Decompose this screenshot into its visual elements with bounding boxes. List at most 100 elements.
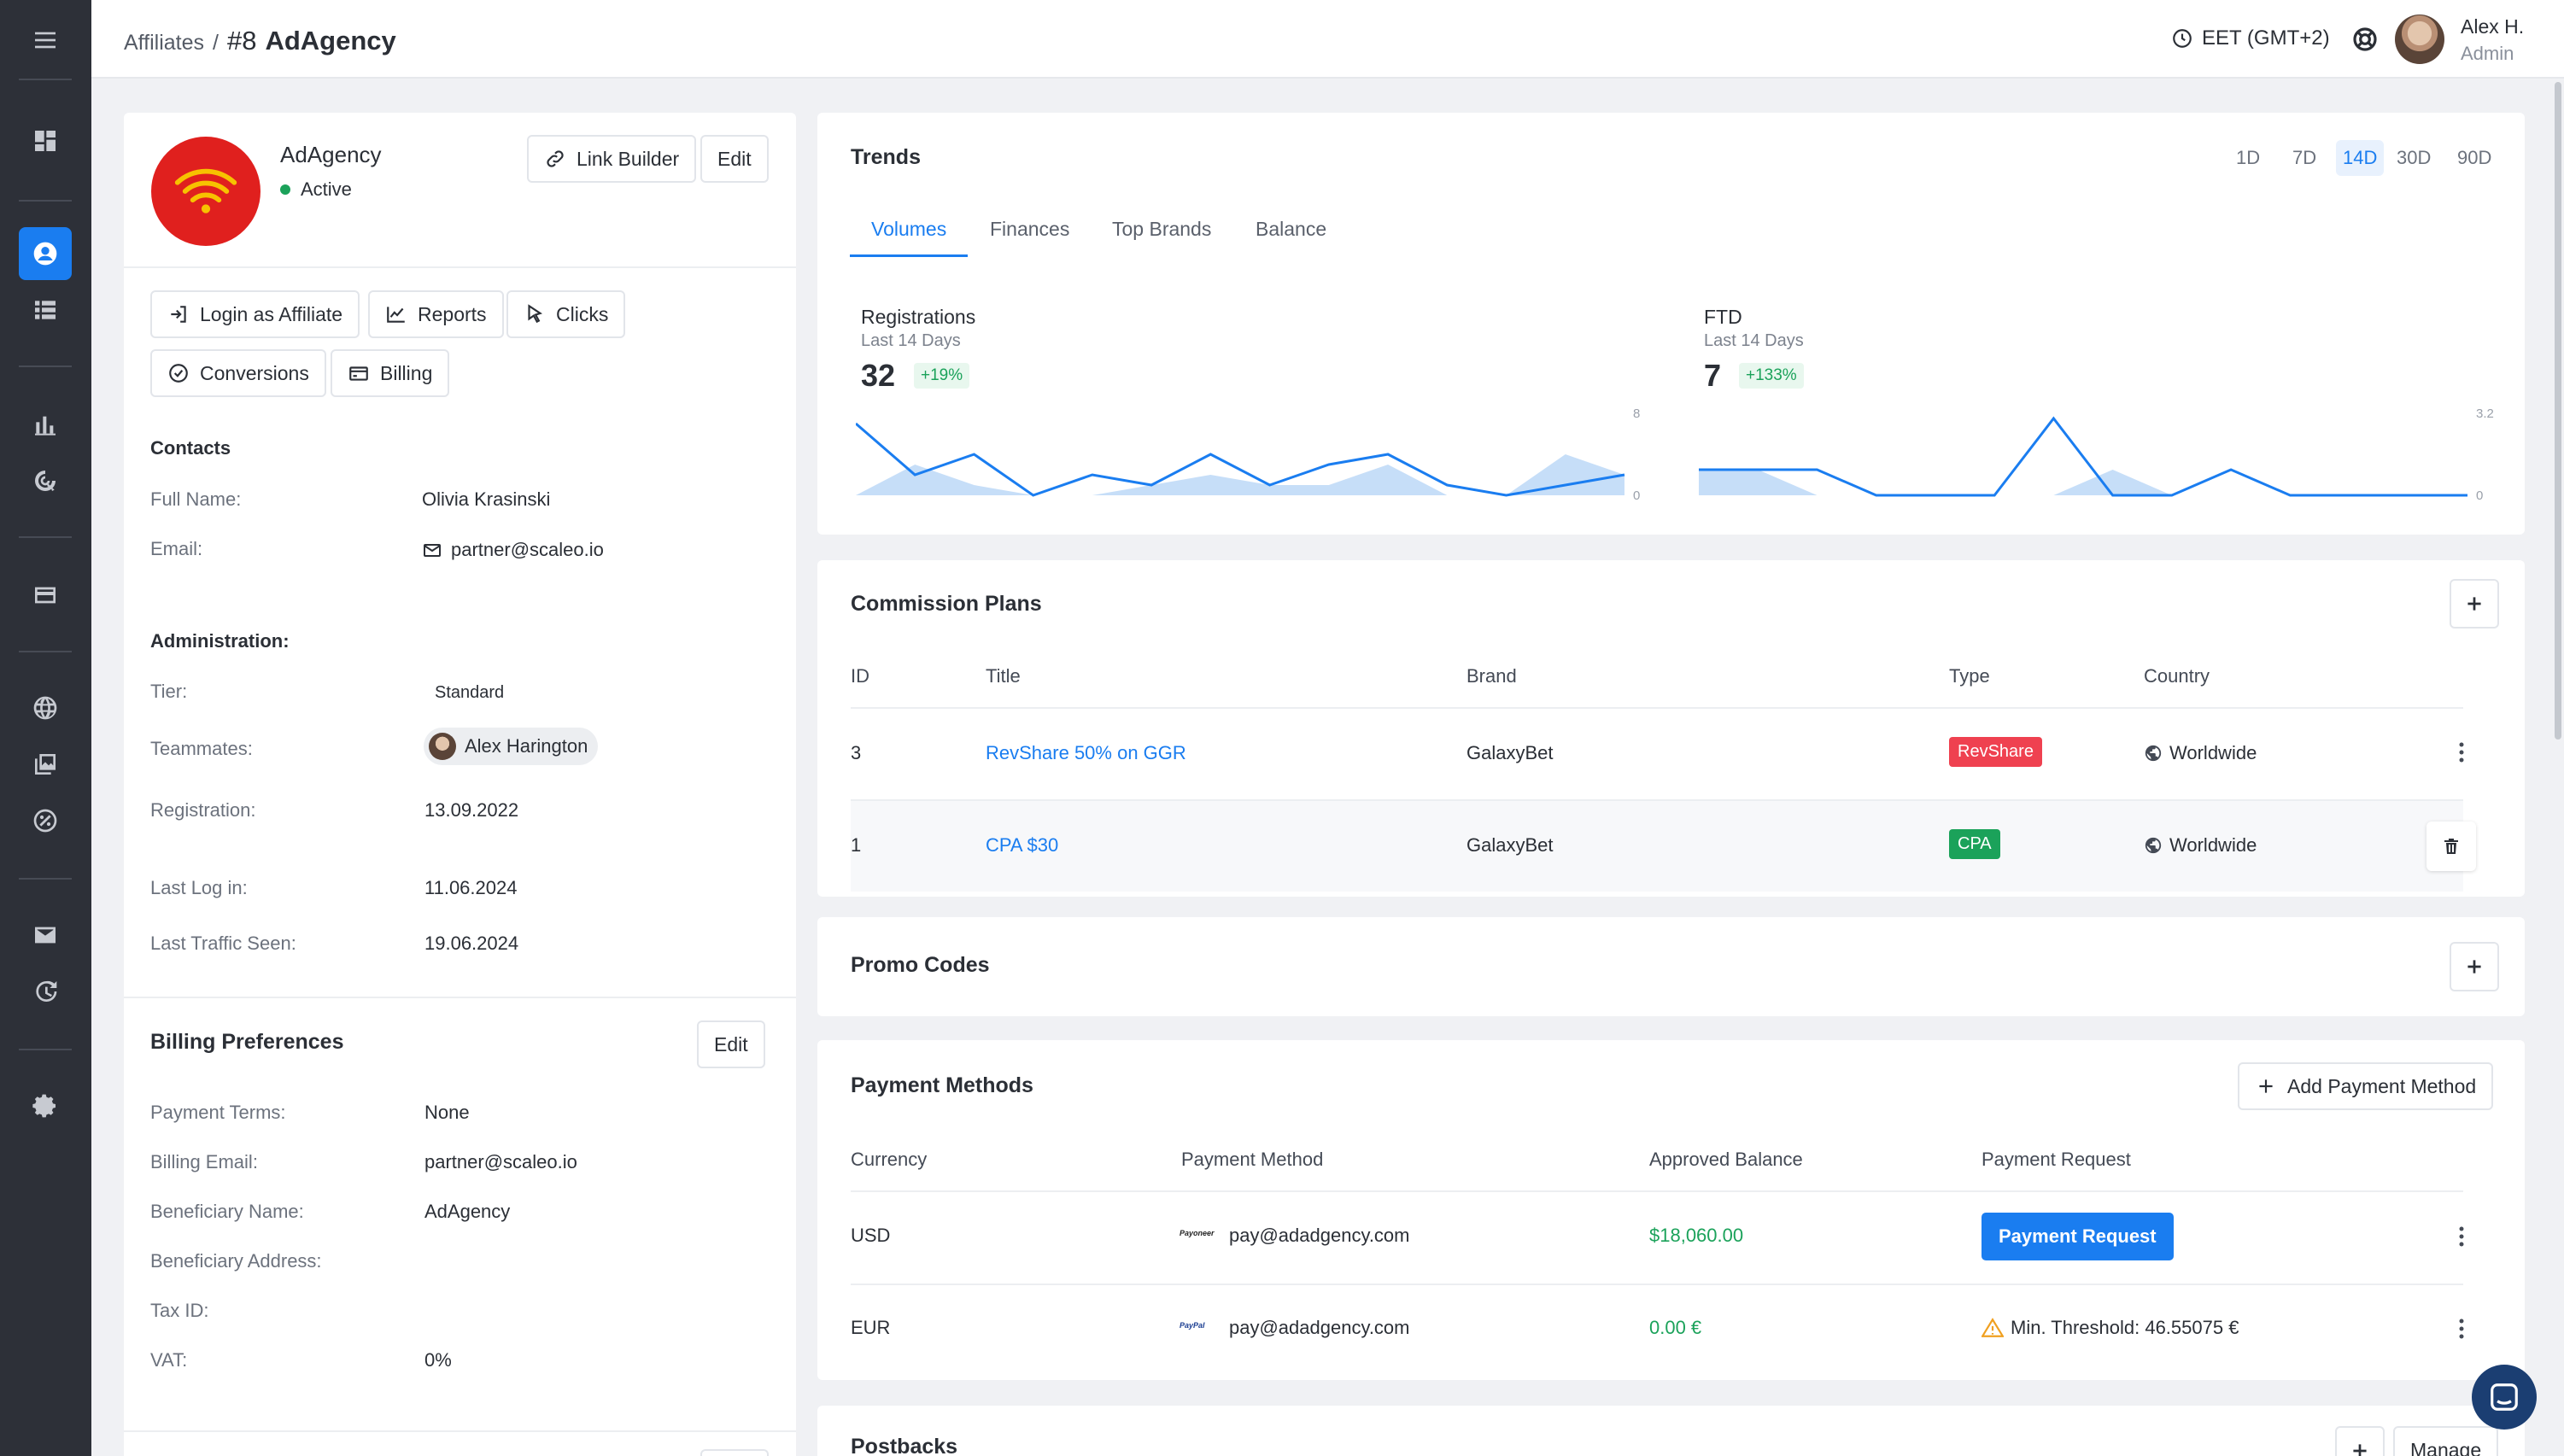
- commission-plans-heading: Commission Plans: [851, 592, 1042, 616]
- column-header-currency: Currency: [851, 1149, 928, 1170]
- edit-billing-label: Edit: [714, 1032, 748, 1055]
- column-header-country: Country: [2144, 665, 2210, 687]
- last-traffic-label: Last Traffic Seen:: [150, 933, 296, 954]
- delete-plan-button[interactable]: [2426, 822, 2476, 871]
- beneficiary-name-value: AdAgency: [424, 1201, 511, 1222]
- range-14d[interactable]: 14D: [2336, 140, 2385, 176]
- sidebar-divider: [19, 365, 72, 367]
- creatives-image-icon[interactable]: [19, 738, 72, 791]
- ftd-period: Last 14 Days: [1704, 331, 1804, 350]
- chat-launcher-button[interactable]: [2472, 1365, 2537, 1430]
- plus-icon: [2467, 597, 2481, 611]
- mail-icon[interactable]: [19, 909, 72, 962]
- reports-chart-icon[interactable]: [19, 398, 72, 451]
- reports-button[interactable]: Reports: [368, 290, 504, 338]
- row-more-icon[interactable]: [2444, 1216, 2479, 1257]
- vat-label: VAT:: [150, 1349, 188, 1371]
- column-header-payment-request: Payment Request: [1982, 1149, 2131, 1170]
- affiliate-name: AdAgency: [280, 142, 382, 167]
- billing-button[interactable]: Billing: [331, 349, 450, 397]
- user-role: Admin: [2461, 43, 2514, 64]
- chat-bubble-icon: [2491, 1383, 2518, 1411]
- plan-country-label: Worldwide: [2169, 834, 2257, 856]
- menu-toggle-icon[interactable]: [19, 14, 72, 67]
- clicks-label: Clicks: [556, 302, 609, 325]
- globe-icon[interactable]: [19, 681, 72, 734]
- history-icon[interactable]: [19, 965, 72, 1018]
- administration-heading: Administration:: [150, 630, 290, 652]
- postbacks-heading: Postbacks: [851, 1435, 958, 1456]
- row-more-icon[interactable]: [2444, 731, 2479, 774]
- timezone-selector[interactable]: EET (GMT+2): [2171, 26, 2330, 50]
- y-tick-zero: 0: [2476, 488, 2483, 500]
- divider: [851, 1190, 2463, 1192]
- row-more-icon[interactable]: [2444, 1308, 2479, 1349]
- settings-gear-icon[interactable]: [19, 1079, 72, 1132]
- column-header-payment-method: Payment Method: [1181, 1149, 1324, 1170]
- plus-icon: [2467, 960, 2481, 974]
- billing-card-icon[interactable]: [19, 569, 72, 622]
- range-1d[interactable]: 1D: [2236, 147, 2261, 168]
- cursor-pointer-icon: [528, 304, 543, 324]
- plan-title-link[interactable]: RevShare 50% on GGR: [986, 742, 1186, 763]
- teammate-chip[interactable]: Alex Harington: [424, 728, 599, 765]
- registration-label: Registration:: [150, 799, 256, 821]
- plan-id: 1: [851, 834, 862, 856]
- table-row[interactable]: 1 CPA $30 GalaxyBet CPA Worldwide: [851, 801, 2476, 892]
- partial-edit-button[interactable]: [700, 1449, 769, 1456]
- affiliates-icon[interactable]: [19, 227, 72, 280]
- payment-method-email: pay@adadgency.com: [1229, 1225, 1410, 1246]
- breadcrumb: Affiliates / #8 AdAgency: [124, 26, 396, 56]
- y-tick-max: 8: [1633, 406, 1640, 421]
- add-promo-code-button[interactable]: [2450, 942, 2499, 991]
- login-as-affiliate-button[interactable]: Login as Affiliate: [150, 290, 360, 338]
- scrollbar-track[interactable]: [2552, 79, 2564, 1456]
- commission-plans-card: Commission Plans ID Title Brand Type Cou…: [817, 560, 2525, 897]
- add-postback-button[interactable]: [2335, 1426, 2385, 1456]
- add-payment-method-button[interactable]: Add Payment Method: [2238, 1062, 2494, 1110]
- ftd-sparkline: 3.20: [1699, 406, 2494, 500]
- tracking-icon[interactable]: [19, 454, 72, 507]
- status-badge: Active: [280, 178, 352, 201]
- billing-label: Billing: [380, 361, 433, 384]
- offers-list-icon[interactable]: [19, 284, 72, 336]
- range-30d[interactable]: 30D: [2397, 147, 2432, 168]
- payment-request-button[interactable]: Payment Request: [1982, 1213, 2174, 1260]
- plan-brand: GalaxyBet: [1466, 834, 1554, 856]
- tab-volumes[interactable]: Volumes: [871, 218, 947, 240]
- link-builder-button[interactable]: Link Builder: [527, 135, 697, 183]
- sidebar-divider: [19, 536, 72, 538]
- registration-value: 13.09.2022: [424, 799, 519, 821]
- dashboard-icon[interactable]: [19, 114, 72, 167]
- edit-billing-button[interactable]: Edit: [697, 1020, 765, 1068]
- edit-profile-button[interactable]: Edit: [700, 135, 769, 183]
- email-text: partner@scaleo.io: [451, 539, 604, 560]
- user-name[interactable]: Alex H.: [2461, 15, 2525, 38]
- beneficiary-address-label: Beneficiary Address:: [150, 1250, 322, 1272]
- conversions-button[interactable]: Conversions: [150, 349, 326, 397]
- ftd-title: FTD: [1704, 306, 1742, 328]
- manage-postbacks-button[interactable]: Manage: [2393, 1426, 2499, 1456]
- billing-email-value: partner@scaleo.io: [424, 1151, 577, 1172]
- envelope-icon: [424, 544, 441, 557]
- tab-top-brands[interactable]: Top Brands: [1112, 218, 1212, 240]
- email-value[interactable]: partner@scaleo.io: [422, 539, 604, 561]
- promo-percent-icon[interactable]: [19, 794, 72, 847]
- payment-method-email: pay@adadgency.com: [1229, 1317, 1410, 1338]
- teammate-name: Alex Harington: [465, 735, 588, 757]
- scrollbar-thumb[interactable]: [2555, 82, 2561, 740]
- add-commission-plan-button[interactable]: [2450, 579, 2499, 629]
- tab-balance[interactable]: Balance: [1256, 218, 1327, 240]
- range-90d[interactable]: 90D: [2457, 147, 2492, 168]
- manage-label: Manage: [2410, 1438, 2482, 1456]
- top-bar: Affiliates / #8 AdAgency EET (GMT+2) Ale…: [91, 0, 2564, 79]
- divider: [124, 1430, 796, 1432]
- help-lifebuoy-icon[interactable]: [2351, 26, 2379, 53]
- plan-title-link[interactable]: CPA $30: [986, 834, 1059, 856]
- breadcrumb-parent-link[interactable]: Affiliates: [124, 31, 205, 55]
- tab-finances[interactable]: Finances: [990, 218, 1070, 240]
- plan-country: Worldwide: [2144, 742, 2257, 764]
- clicks-button[interactable]: Clicks: [506, 290, 626, 338]
- user-avatar[interactable]: [2395, 15, 2444, 64]
- range-7d[interactable]: 7D: [2292, 147, 2317, 168]
